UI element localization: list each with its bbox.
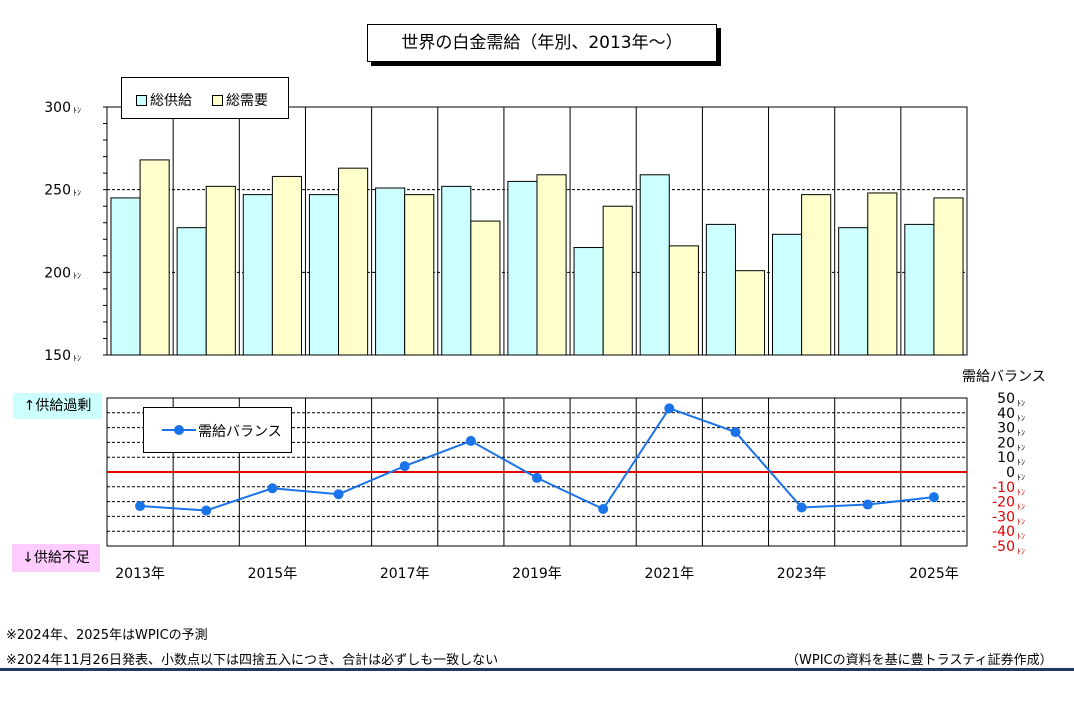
balance-point — [201, 505, 212, 516]
bar-demand — [801, 194, 832, 356]
line-y-tick-unit: ﾄﾝ — [1017, 414, 1025, 423]
legend-label-balance: 需給バランス — [198, 424, 282, 440]
line-y-tick-unit: ﾄﾝ — [1017, 399, 1025, 408]
line-y-tick-label: 40 — [997, 406, 1015, 422]
line-y-tick-unit: ﾄﾝ — [1017, 532, 1025, 541]
bar-y-tick-unit: ﾄﾝ — [73, 189, 81, 198]
bar-legend: 総供給 総需要 — [121, 77, 289, 119]
oversupply-tag: ↑供給過剰 — [13, 393, 102, 419]
balance-point — [664, 403, 675, 414]
line-y-tick-unit: ﾄﾝ — [1017, 517, 1025, 526]
balance-point — [598, 504, 609, 514]
source-note: （WPICの資料を基に豊トラスティ証券作成） — [786, 653, 1053, 668]
footer-rule — [0, 668, 1074, 671]
balance-point — [465, 435, 476, 446]
line-y-tick-label: 50 — [997, 391, 1015, 407]
bar-demand — [404, 194, 435, 356]
balance-point — [796, 502, 807, 513]
line-y-tick-unit: ﾄﾝ — [1017, 473, 1025, 482]
bar-supply — [772, 233, 803, 356]
balance-axis-title: 需給バランス — [962, 369, 1046, 385]
x-tick-label: 2013年 — [115, 566, 165, 582]
bar-y-tick-label: 200 — [44, 265, 71, 281]
note-forecast: ※2024年、2025年はWPICの予測 — [6, 628, 208, 643]
chart-title: 世界の白金需給（年別、2013年〜） — [367, 24, 717, 62]
x-tick-label: 2019年 — [512, 566, 562, 582]
bar-demand — [139, 159, 170, 356]
line-y-tick-label: -10 — [992, 480, 1015, 496]
bar-supply — [441, 185, 472, 356]
bar-supply — [308, 194, 340, 356]
legend-swatch-demand — [212, 94, 223, 106]
note-published: ※2024年11月26日発表、小数点以下は四捨五入につき、合計は必ずしも一致しな… — [6, 653, 499, 668]
line-y-tick-unit: ﾄﾝ — [1017, 547, 1025, 556]
x-tick-label: 2015年 — [248, 566, 298, 582]
bar-supply — [573, 247, 604, 356]
x-tick-label: 2025年 — [909, 566, 959, 582]
legend-label-demand: 総需要 — [226, 93, 268, 109]
x-tick-label: 2017年 — [380, 566, 430, 582]
line-y-tick-label: -20 — [992, 495, 1015, 511]
balance-point — [399, 461, 410, 472]
line-y-tick-label: 10 — [997, 450, 1015, 466]
line-y-tick-label: -30 — [992, 509, 1015, 525]
line-legend: 需給バランス — [143, 407, 292, 453]
balance-point — [730, 427, 741, 438]
undersupply-tag: ↓供給不足 — [12, 544, 100, 572]
bar-supply — [242, 194, 273, 356]
legend-item-supply: 総供給 — [136, 90, 192, 110]
line-y-tick-unit: ﾄﾝ — [1017, 503, 1025, 512]
bar-demand — [338, 167, 369, 356]
bar-supply — [705, 223, 736, 356]
x-tick-label: 2023年 — [777, 566, 827, 582]
bar-demand — [205, 185, 236, 356]
legend-line-marker — [162, 425, 196, 435]
bar-y-tick-unit: ﾄﾝ — [73, 106, 81, 115]
bar-demand — [602, 205, 633, 356]
line-y-tick-label: 30 — [997, 421, 1015, 437]
bar-y-tick-label: 150 — [44, 348, 71, 364]
balance-point — [267, 483, 278, 494]
line-y-tick-label: -50 — [992, 539, 1015, 555]
bar-supply — [375, 187, 406, 356]
bar-y-tick-unit: ﾄﾝ — [73, 354, 81, 363]
line-y-tick-unit: ﾄﾝ — [1017, 458, 1025, 467]
x-tick-label: 2021年 — [644, 566, 694, 582]
bar-supply — [110, 197, 141, 356]
bar-supply — [639, 174, 670, 356]
bar-demand — [668, 245, 699, 356]
legend-item-demand: 総需要 — [212, 90, 268, 110]
balance-point — [928, 492, 939, 503]
legend-swatch-supply — [136, 94, 147, 106]
line-y-tick-label: 0 — [1006, 465, 1015, 481]
bar-demand — [271, 175, 302, 356]
line-y-tick-unit: ﾄﾝ — [1017, 443, 1025, 452]
line-y-tick-label: 20 — [997, 435, 1015, 451]
bar-supply — [838, 227, 869, 356]
legend-label-supply: 総供給 — [150, 93, 192, 109]
bar-demand — [933, 197, 964, 356]
bar-supply — [176, 227, 207, 356]
line-y-tick-label: -40 — [992, 524, 1015, 540]
bar-demand — [734, 270, 766, 356]
bar-demand — [536, 174, 567, 356]
bar-y-tick-label: 300 — [44, 100, 71, 116]
line-y-tick-unit: ﾄﾝ — [1017, 429, 1025, 438]
bar-demand — [470, 220, 501, 356]
bar-demand — [867, 192, 898, 356]
line-y-tick-unit: ﾄﾝ — [1017, 488, 1025, 497]
balance-point — [532, 472, 542, 483]
balance-point — [135, 501, 146, 512]
bar-y-tick-unit: ﾄﾝ — [73, 271, 81, 280]
bar-supply — [904, 223, 935, 356]
bar-y-tick-label: 250 — [44, 183, 71, 199]
bar-supply — [507, 180, 538, 356]
balance-point — [862, 499, 873, 510]
balance-point — [333, 489, 344, 500]
